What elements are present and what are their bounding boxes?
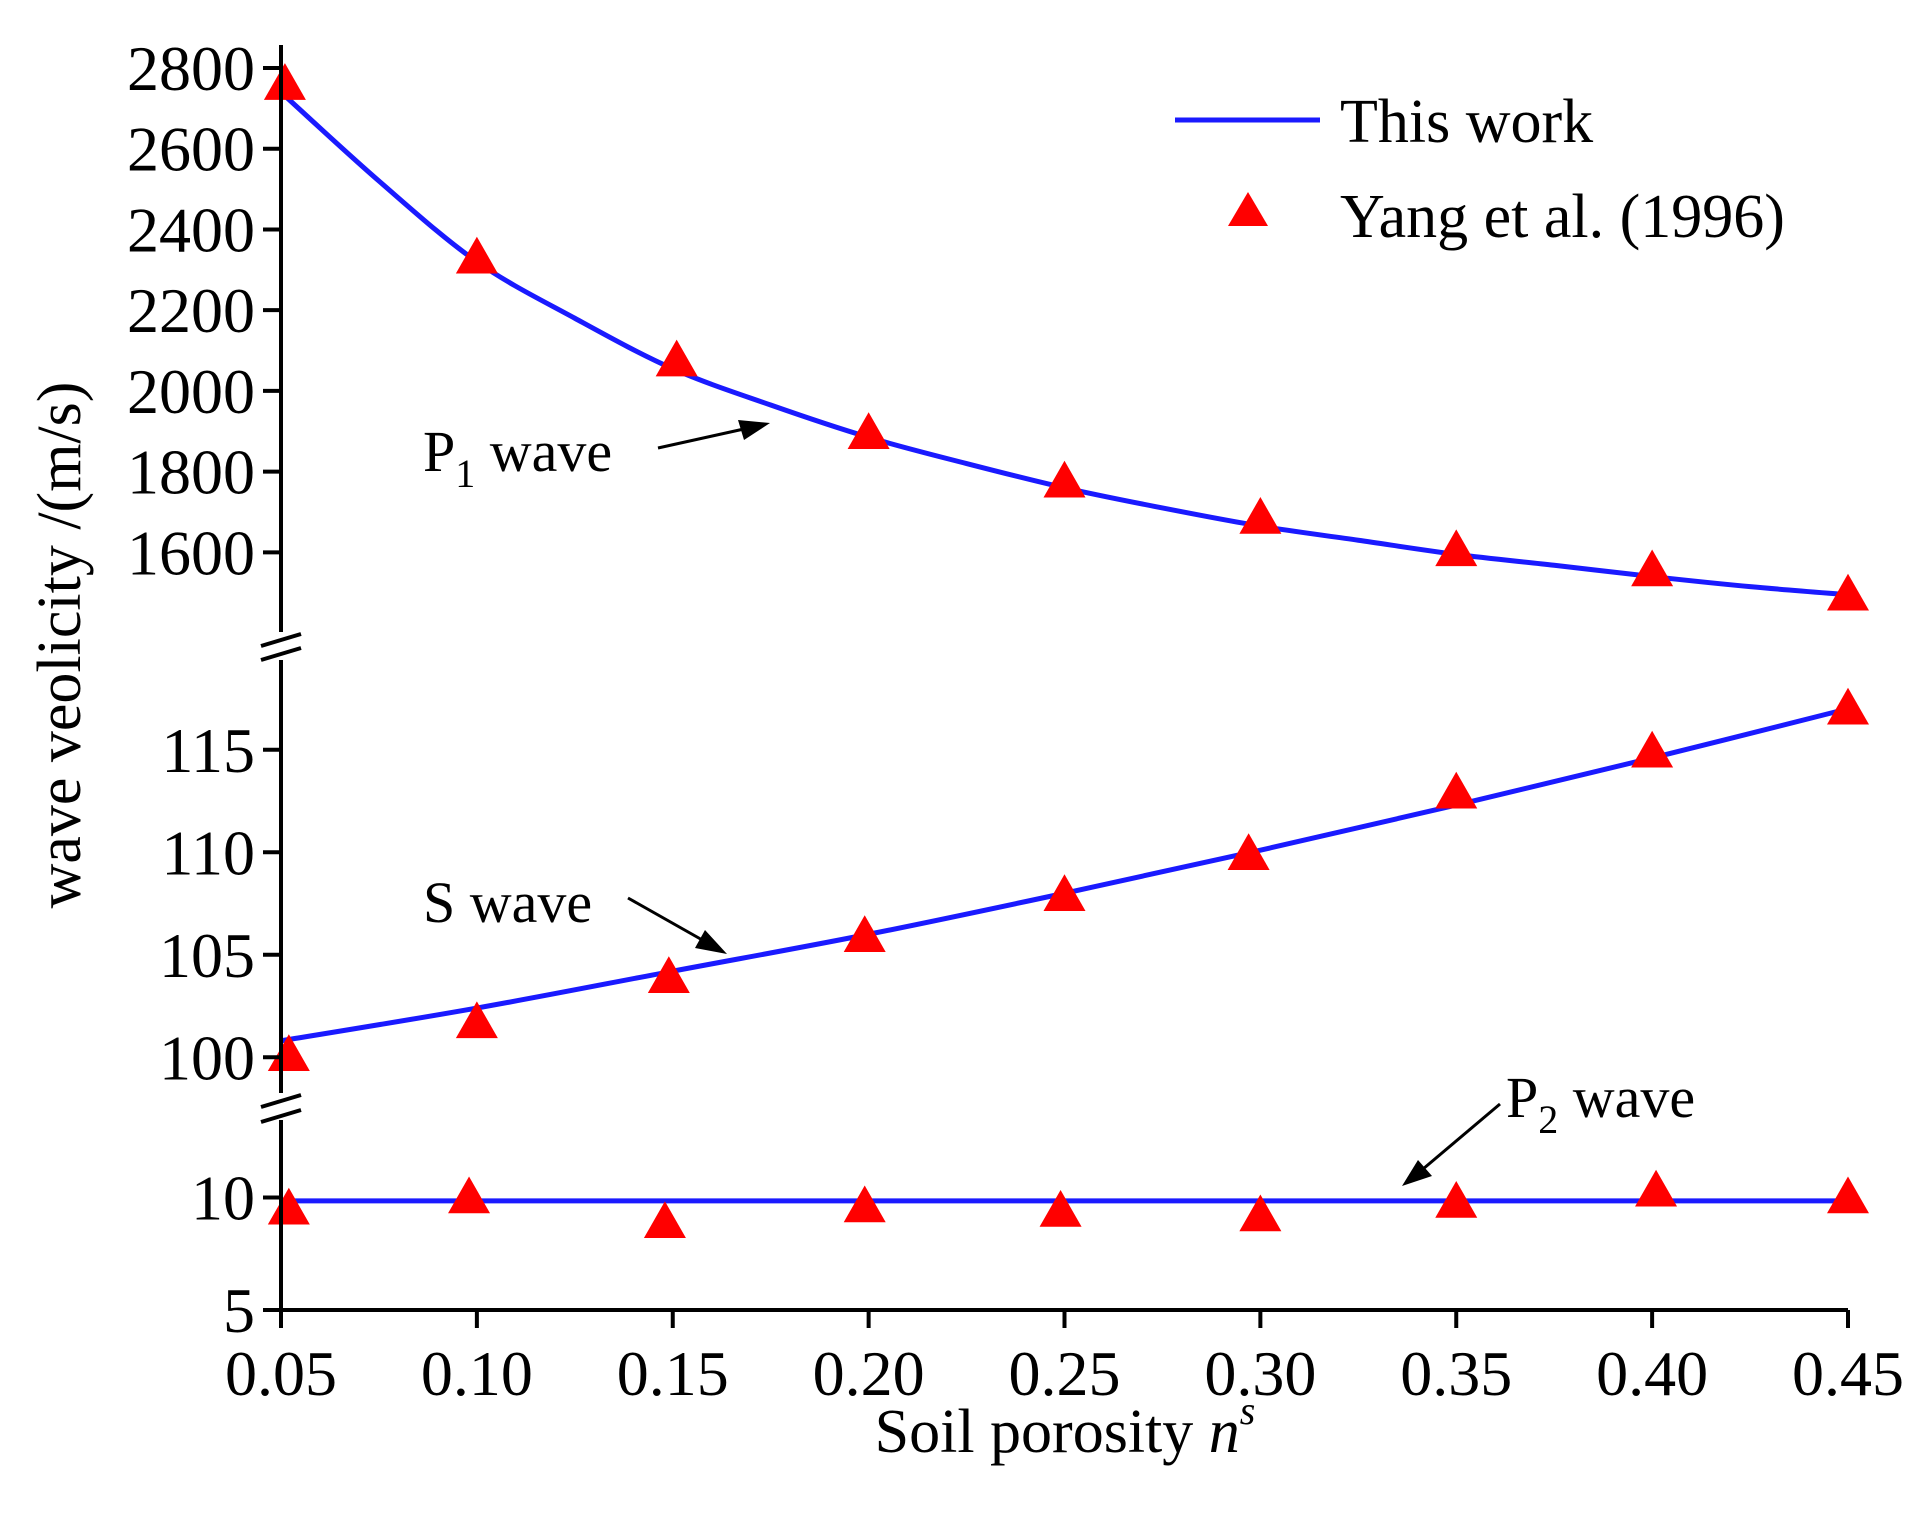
y-tick-label: 10 xyxy=(191,1163,255,1234)
axis-break-mark xyxy=(260,1093,302,1109)
y-tick-label: 1800 xyxy=(127,437,255,508)
y-tick-label: 115 xyxy=(161,715,255,786)
s-wave-label: S wave xyxy=(423,870,592,935)
data-marker-S xyxy=(1631,730,1674,768)
data-marker-P2 xyxy=(1039,1190,1082,1227)
x-tick-label: 0.15 xyxy=(617,1338,729,1409)
y-tick-label: 2800 xyxy=(127,33,255,104)
legend: This work Yang et al. (1996) xyxy=(1175,88,1785,251)
x-tick-label: 0.20 xyxy=(813,1338,925,1409)
legend-marker-swatch xyxy=(1228,192,1268,226)
y-tick-label: 1600 xyxy=(127,517,255,588)
data-marker-P2 xyxy=(1239,1194,1282,1232)
legend-marker-label: Yang et al. (1996) xyxy=(1340,183,1785,251)
data-marker-P1 xyxy=(455,236,498,274)
x-axis-title: Soil porosity ns xyxy=(875,1388,1256,1466)
data-marker-S xyxy=(1435,771,1478,809)
series-line-P1 xyxy=(279,90,1849,598)
data-marker-P1 xyxy=(1631,549,1674,587)
data-marker-S xyxy=(647,956,690,994)
s-arrowhead xyxy=(695,930,727,954)
y-tick-label: 2000 xyxy=(127,356,255,427)
p2-arrow xyxy=(1409,1102,1501,1182)
panel-S xyxy=(267,687,1869,1071)
axis-break-mark xyxy=(260,646,302,662)
x-tick-label: 0.10 xyxy=(421,1338,533,1409)
data-marker-S xyxy=(267,1034,310,1071)
data-marker-P1 xyxy=(1043,460,1086,498)
p2-wave-label: P2 wave xyxy=(1506,1065,1695,1142)
axes: 0.05 0.10 0.15 0.20 0.25 0.30 0.35 0.40 0.45 1600… xyxy=(127,33,1904,1409)
data-marker-P2 xyxy=(267,1187,310,1225)
x-tick-label: 0.35 xyxy=(1400,1338,1512,1409)
data-marker-P2 xyxy=(1635,1169,1678,1207)
x-tick-label: 0.45 xyxy=(1792,1338,1904,1409)
data-marker-P1 xyxy=(847,412,890,450)
legend-line-label: This work xyxy=(1340,88,1593,156)
axis-break-mark xyxy=(260,1108,302,1124)
y-tick-label: 2600 xyxy=(127,114,255,185)
data-marker-P1 xyxy=(1239,497,1282,534)
x-tick-label: 0.40 xyxy=(1596,1338,1708,1409)
panel-P1 xyxy=(263,63,1869,611)
y-axis-title: wave veolicity /(m/s) xyxy=(26,382,94,909)
data-marker-S xyxy=(1043,874,1086,912)
data-marker-P2 xyxy=(643,1201,686,1238)
data-marker-P2 xyxy=(843,1185,886,1223)
data-marker-P1 xyxy=(1435,529,1478,567)
x-tick-label: 0.05 xyxy=(225,1338,337,1409)
panel-P2 xyxy=(267,1169,1869,1238)
plot-area xyxy=(263,63,1869,1238)
y-tick-label: 2200 xyxy=(127,275,255,346)
data-marker-P2 xyxy=(448,1176,491,1214)
data-marker-P2 xyxy=(1435,1181,1478,1218)
annotations: P1 wave S wave P2 wave xyxy=(423,419,1695,1186)
x-tick-label: 0.25 xyxy=(1009,1338,1121,1409)
data-marker-P1 xyxy=(263,63,306,100)
p2-arrowhead xyxy=(1402,1160,1432,1186)
data-marker-S xyxy=(1827,687,1869,725)
data-marker-S xyxy=(843,915,886,953)
data-marker-P2 xyxy=(1827,1176,1869,1214)
p1-arrowhead xyxy=(738,420,770,440)
y-tick-label: 100 xyxy=(159,1022,255,1093)
y-tick-label: 105 xyxy=(159,920,255,991)
y-tick-label: 5 xyxy=(223,1275,255,1346)
data-marker-S xyxy=(1227,833,1270,871)
axis-break-mark xyxy=(260,632,302,648)
data-marker-S xyxy=(455,1001,498,1039)
y-tick-label: 110 xyxy=(161,817,255,888)
x-tick-label: 0.30 xyxy=(1204,1338,1316,1409)
data-marker-P1 xyxy=(655,339,698,377)
data-marker-P1 xyxy=(1827,573,1869,611)
p1-wave-label: P1 wave xyxy=(423,419,612,496)
y-tick-label: 2400 xyxy=(127,194,255,265)
